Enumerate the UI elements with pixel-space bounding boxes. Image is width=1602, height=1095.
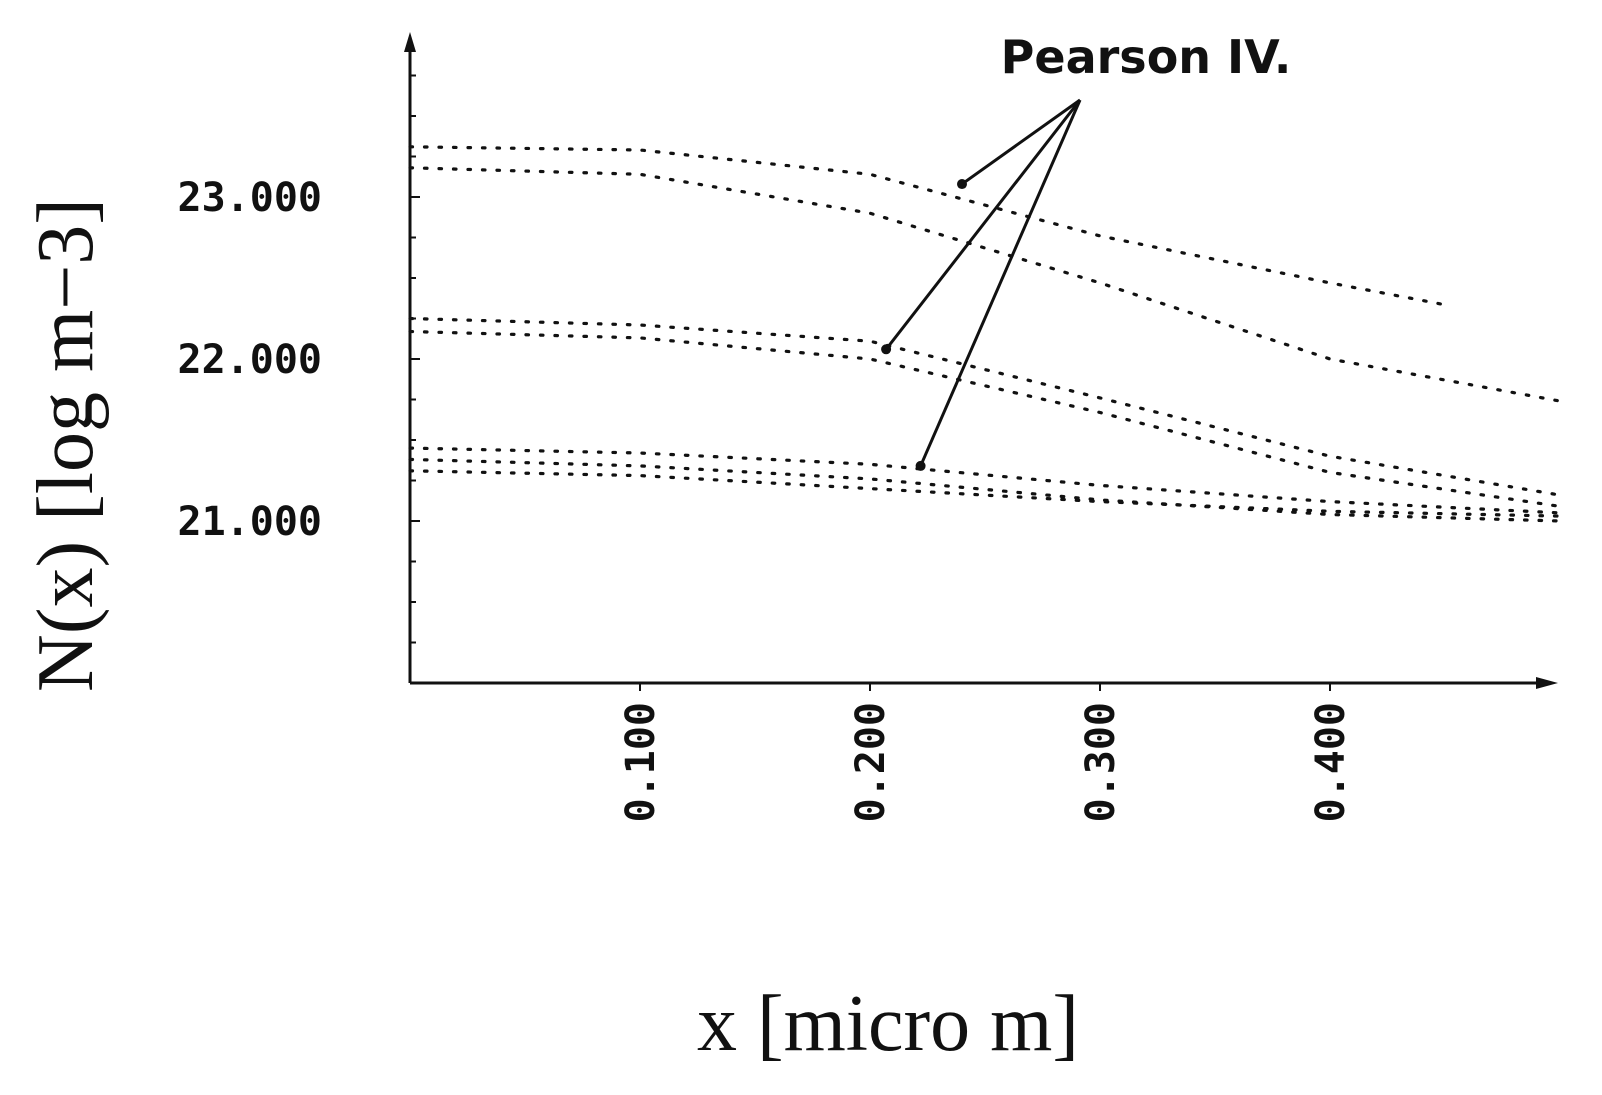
y-tick-label-2: 23.000 [178, 175, 323, 221]
series-line-1 [408, 145, 1442, 306]
y-axis-title: N(x) [log m−3] [22, 198, 110, 692]
series-layer [408, 145, 1562, 523]
series-line-2 [408, 166, 1562, 403]
y-tick-label-0: 21.000 [178, 499, 323, 545]
y-axis-arrow [404, 32, 416, 52]
series-line-4 [408, 329, 1562, 508]
series-line-7 [408, 469, 1562, 518]
annotation-layer: Pearson IV. [881, 30, 1291, 471]
x-axis-title: x [micro m] [697, 980, 1079, 1068]
series-line-5 [408, 446, 1562, 515]
x-tick-label-2: 0.300 [1078, 702, 1124, 822]
annotation-label: Pearson IV. [1001, 30, 1292, 84]
annotation-leader-2 [919, 99, 1082, 467]
x-tick-label-0: 0.100 [618, 702, 664, 822]
annotation-point-2 [915, 460, 926, 471]
y-tick-label-1: 22.000 [178, 337, 323, 383]
label-layer: 21.000 22.000 23.000 0.100 0.200 0.300 0.400 x … [22, 175, 1354, 1068]
series-line-3 [408, 316, 1562, 497]
series-line-6 [408, 457, 1562, 523]
annotation-leader-0 [961, 98, 1081, 186]
axes-layer [404, 32, 1558, 691]
x-tick-label-3: 0.400 [1308, 702, 1354, 822]
annotation-leader-1 [884, 99, 1082, 351]
annotation-point-1 [881, 344, 892, 355]
x-tick-label-1: 0.200 [848, 702, 894, 822]
x-axis-arrow [1536, 677, 1558, 689]
annotation-point-0 [957, 179, 967, 190]
